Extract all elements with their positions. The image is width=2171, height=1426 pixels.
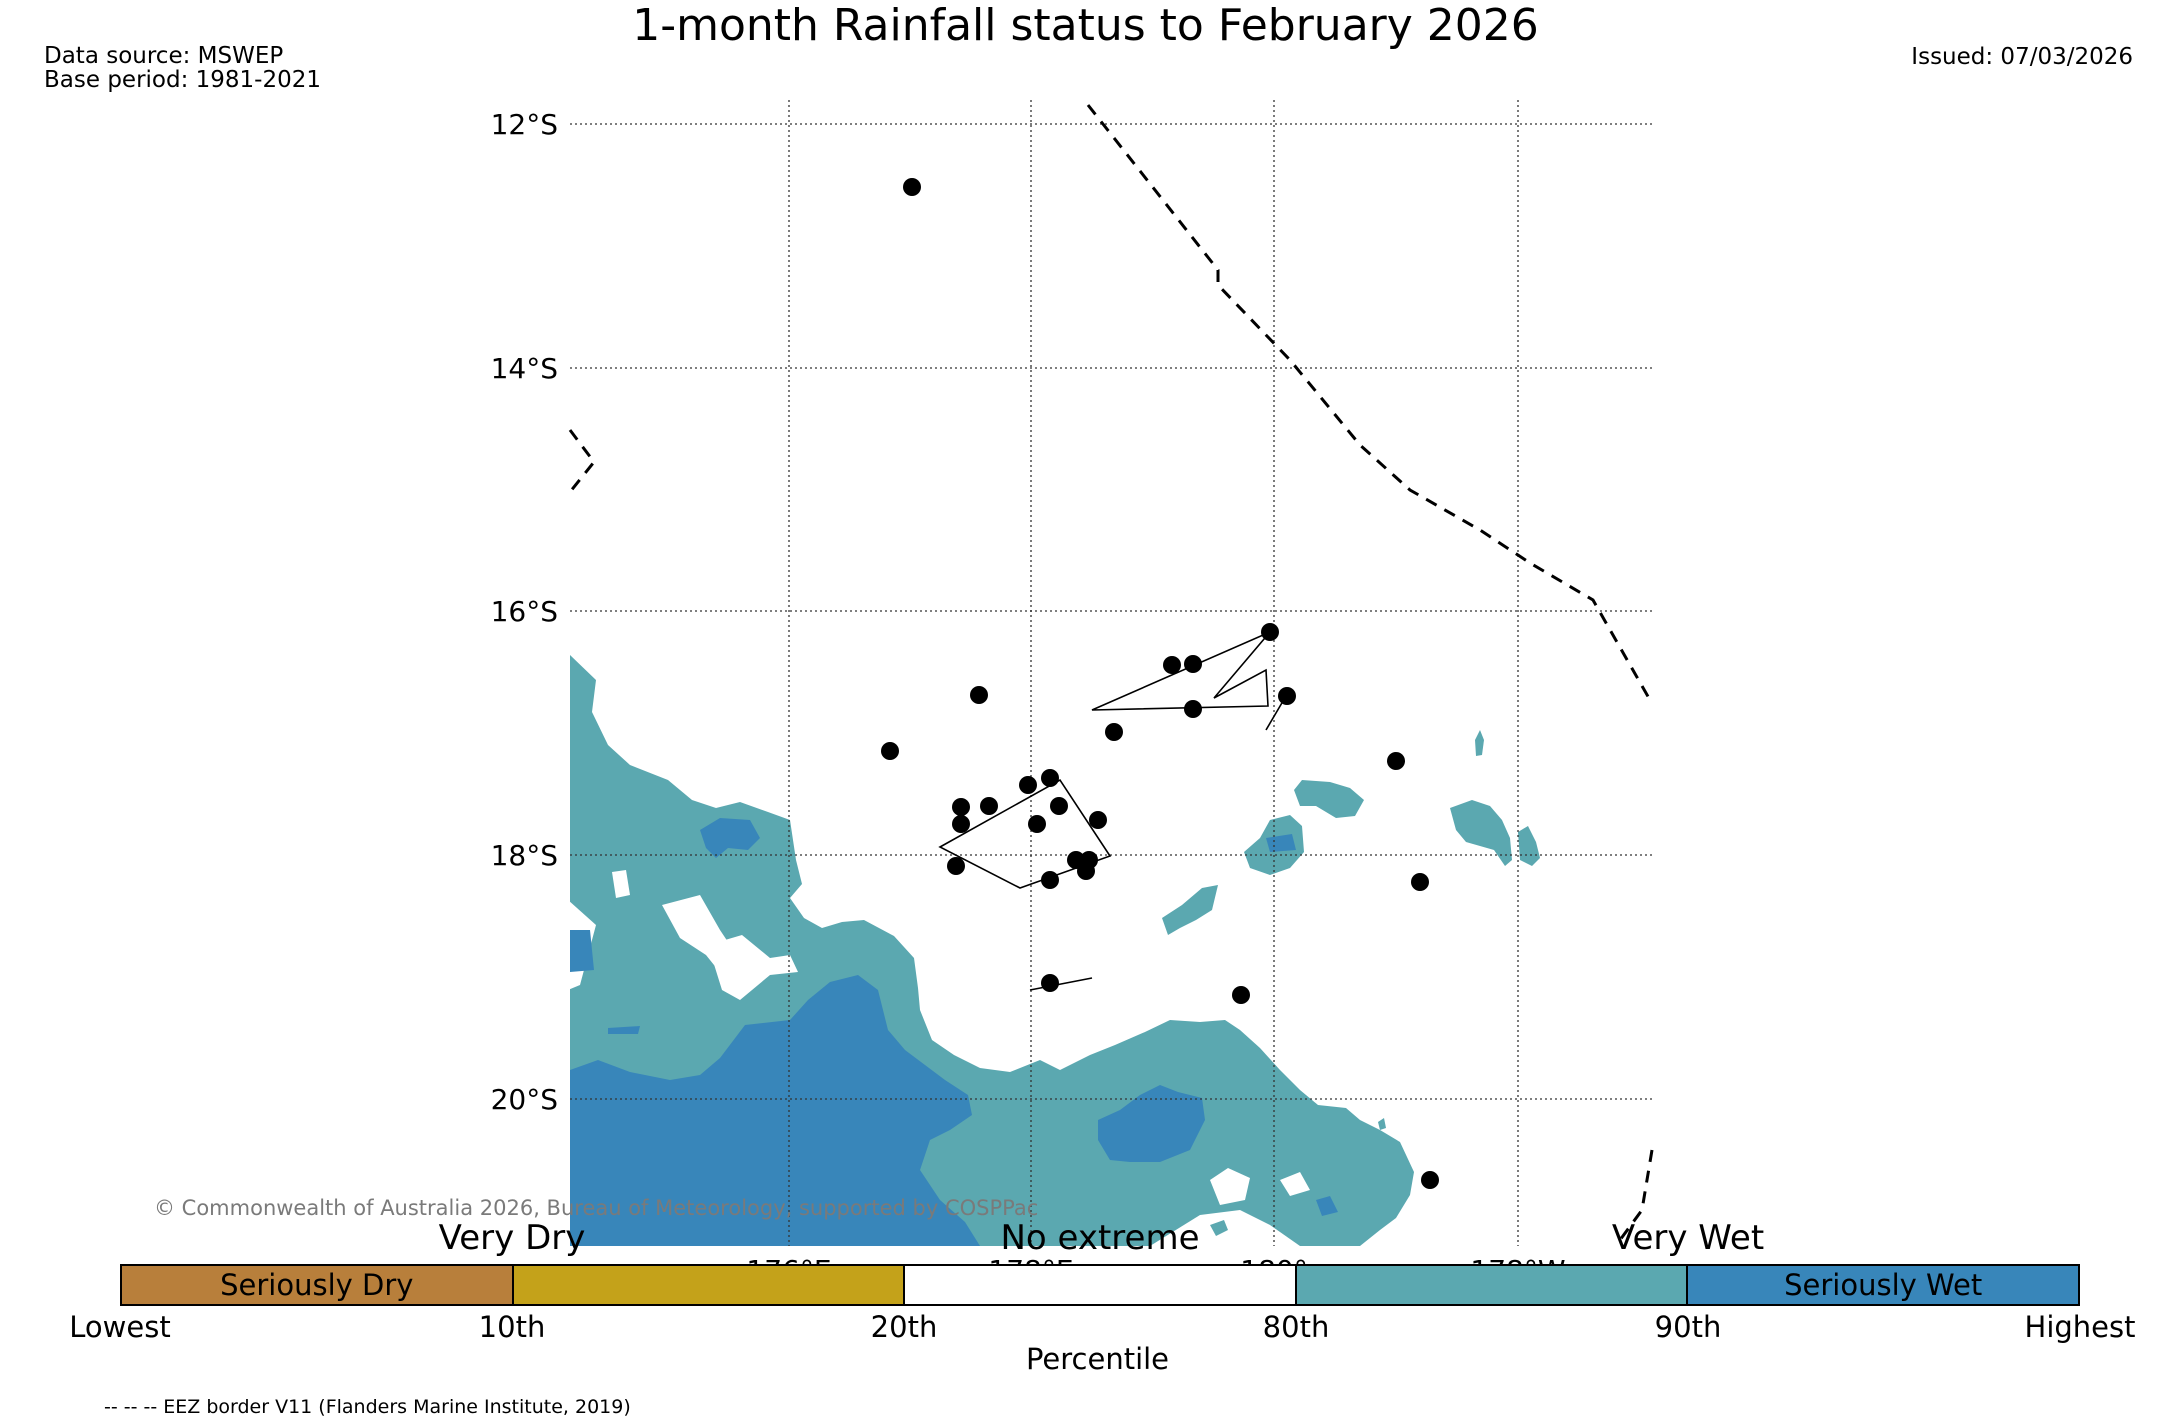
rainfall-shading xyxy=(570,655,1540,1246)
percentile-tick: 90th xyxy=(1654,1310,1722,1344)
graticule xyxy=(570,100,1652,1246)
category-very-wet: Very Wet xyxy=(1611,1218,1765,1258)
percentile-tick: 20th xyxy=(870,1310,938,1344)
issued-date: Issued: 07/03/2026 xyxy=(1911,44,2133,70)
colorbar-segment: Seriously Wet xyxy=(1688,1266,2078,1304)
percentile-tick: 10th xyxy=(478,1310,546,1344)
seriously-wet-region xyxy=(570,975,980,1246)
base-period-line: Base period: 1981-2021 xyxy=(44,67,322,93)
eez-footnote: -- -- -- EEZ border V11 (Flanders Marine… xyxy=(104,1396,631,1418)
colorbar-segment: Seriously Dry xyxy=(122,1266,514,1304)
copyright-notice: © Commonwealth of Australia 2026, Bureau… xyxy=(154,1196,1039,1220)
lat-label: 12°S xyxy=(491,108,558,141)
colorbar-segment xyxy=(1296,1266,1689,1304)
colorbar-segment xyxy=(905,1266,1297,1304)
data-source-line: Data source: MSWEP xyxy=(44,43,284,69)
segment-label: Seriously Wet xyxy=(1784,1268,1983,1302)
lat-label: 14°S xyxy=(491,352,558,385)
percentile-tick: Highest xyxy=(2024,1310,2136,1344)
percentile-colorbar: Seriously Dry Seriously Wet xyxy=(120,1264,2080,1306)
eez-border xyxy=(568,104,1654,1241)
rain-stations xyxy=(881,178,1439,1189)
segment-label: Seriously Dry xyxy=(220,1268,414,1302)
percentile-tick: 80th xyxy=(1262,1310,1330,1344)
map-title: 1-month Rainfall status to February 2026 xyxy=(632,0,1539,51)
lat-label: 16°S xyxy=(491,595,558,628)
colorbar-segment xyxy=(513,1266,906,1304)
category-very-dry: Very Dry xyxy=(438,1218,586,1258)
lat-label: 18°S xyxy=(491,839,558,872)
percentile-axis-label: Percentile xyxy=(1025,1342,1170,1376)
category-no-extreme: No extreme xyxy=(1000,1218,1200,1258)
data-source: Data source: MSWEP Base period: 1981-202… xyxy=(44,44,321,92)
lat-label: 20°S xyxy=(491,1083,558,1116)
percentile-tick: Lowest xyxy=(69,1310,171,1344)
